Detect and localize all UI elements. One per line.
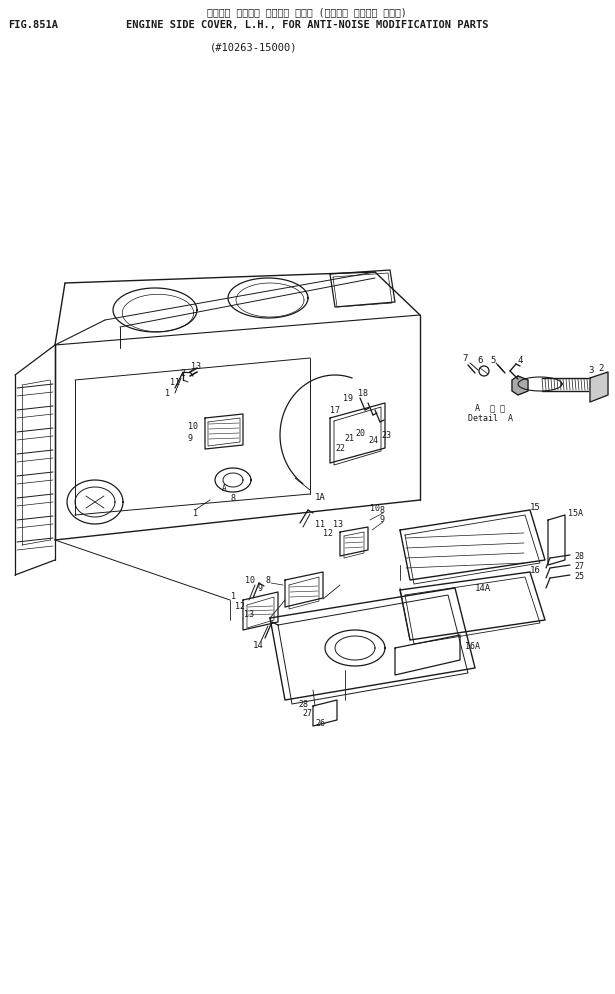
Text: エンジン サイド・ カバー、 ヒダリ (ソウオン タイサク ブヒン): エンジン サイド・ カバー、 ヒダリ (ソウオン タイサク ブヒン) xyxy=(207,7,407,17)
Text: 16: 16 xyxy=(530,566,541,575)
Text: 2: 2 xyxy=(180,369,186,378)
Text: 12: 12 xyxy=(235,601,245,610)
Text: 9: 9 xyxy=(188,433,192,442)
Text: 8: 8 xyxy=(231,493,236,503)
Text: 15A: 15A xyxy=(568,509,583,518)
Text: 12: 12 xyxy=(323,529,333,538)
Text: 1A: 1A xyxy=(315,492,325,502)
Text: 1: 1 xyxy=(164,389,170,398)
Polygon shape xyxy=(512,376,528,395)
Text: 2: 2 xyxy=(598,364,603,373)
Text: ENGINE SIDE COVER, L.H., FOR ANTI-NOISE MODIFICATION PARTS: ENGINE SIDE COVER, L.H., FOR ANTI-NOISE … xyxy=(125,20,488,30)
Text: (#10263-15000): (#10263-15000) xyxy=(210,42,298,52)
Text: 17: 17 xyxy=(330,406,340,414)
Text: 8: 8 xyxy=(380,506,385,515)
Text: 20: 20 xyxy=(355,428,365,437)
Text: A  部 詳: A 部 詳 xyxy=(475,404,505,413)
Text: 1: 1 xyxy=(231,591,236,600)
Text: 1: 1 xyxy=(192,509,197,518)
Text: 13: 13 xyxy=(333,520,343,529)
Text: 15: 15 xyxy=(530,503,541,512)
Text: 11: 11 xyxy=(315,520,325,529)
Polygon shape xyxy=(590,372,608,402)
Text: 10: 10 xyxy=(188,421,198,430)
Text: 9: 9 xyxy=(380,515,385,524)
Text: 10: 10 xyxy=(370,504,380,513)
Text: 3: 3 xyxy=(588,366,593,375)
Text: Detail  A: Detail A xyxy=(467,414,512,422)
Text: 6: 6 xyxy=(477,356,483,365)
Text: 26: 26 xyxy=(315,719,325,728)
Text: 28: 28 xyxy=(574,552,584,561)
Text: 16A: 16A xyxy=(465,641,480,650)
Text: 23: 23 xyxy=(381,430,391,439)
Text: 7: 7 xyxy=(462,354,467,363)
Text: 13: 13 xyxy=(244,609,254,618)
Text: 14A: 14A xyxy=(475,583,491,592)
Text: A: A xyxy=(221,483,226,492)
Text: 13: 13 xyxy=(191,362,201,371)
Text: 24: 24 xyxy=(368,435,378,444)
Text: 19: 19 xyxy=(343,394,353,403)
Text: 11: 11 xyxy=(170,378,180,387)
Text: FIG.851A: FIG.851A xyxy=(8,20,58,30)
Text: 25: 25 xyxy=(574,572,584,580)
Text: 27: 27 xyxy=(574,562,584,571)
Text: 22: 22 xyxy=(335,443,345,452)
Text: 9: 9 xyxy=(258,583,263,592)
Text: 27: 27 xyxy=(302,709,312,718)
Text: 8: 8 xyxy=(266,576,271,584)
Text: 28: 28 xyxy=(298,700,308,709)
Text: 10: 10 xyxy=(245,576,255,584)
Text: 5: 5 xyxy=(490,356,496,365)
Text: 4: 4 xyxy=(517,356,523,365)
Text: 14: 14 xyxy=(253,640,263,649)
Text: 21: 21 xyxy=(344,433,354,442)
Text: 18: 18 xyxy=(358,389,368,398)
